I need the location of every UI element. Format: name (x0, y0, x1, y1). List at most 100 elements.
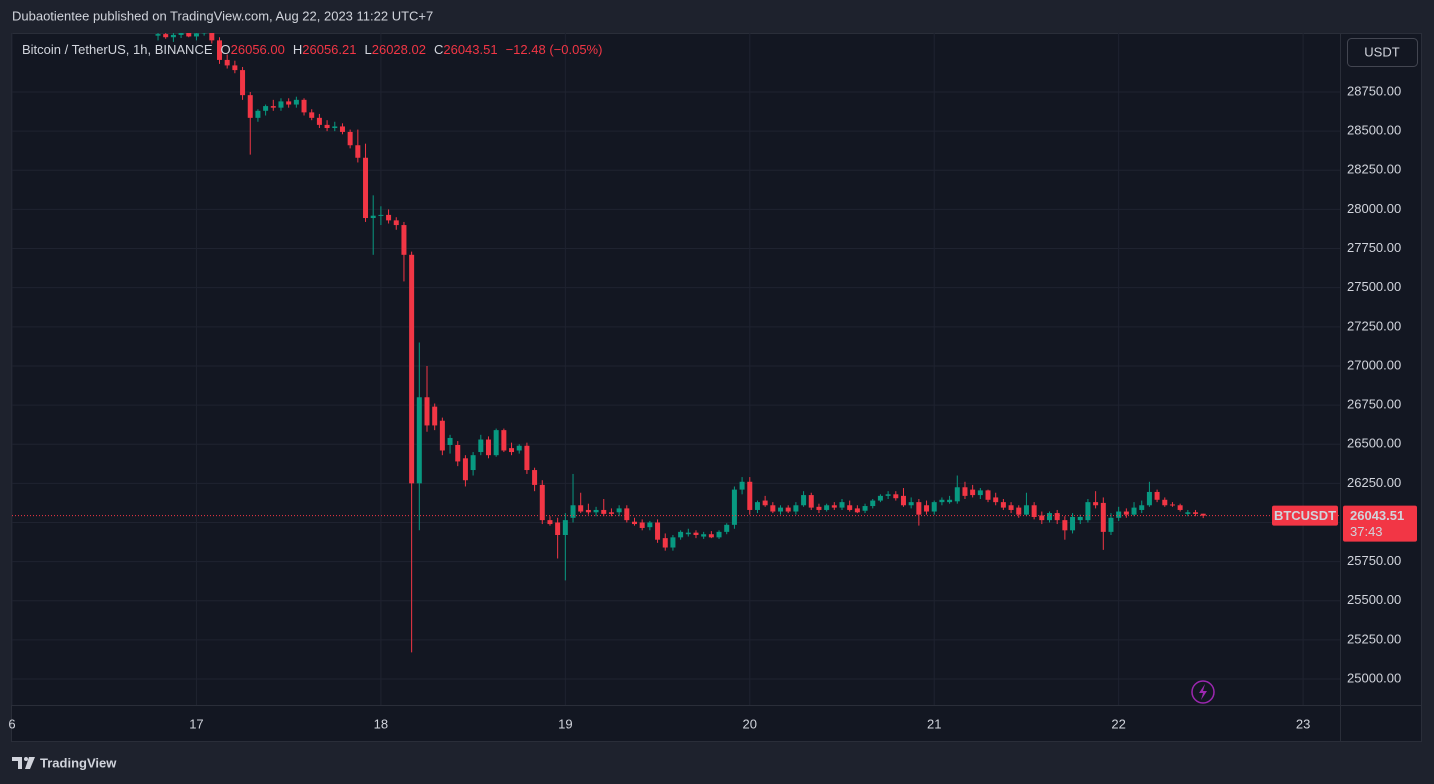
candle-body (193, 33, 199, 37)
candle-body (370, 215, 376, 219)
candle-body (470, 455, 476, 471)
ohlc-value: 26056.00 (231, 42, 285, 57)
candle-body (217, 40, 222, 60)
candle-body (1131, 507, 1137, 515)
ohlc-prefix: O (221, 42, 231, 57)
candle-body (1016, 507, 1022, 515)
grid (11, 33, 1340, 705)
y-tick-label: 25500.00 (1347, 592, 1401, 607)
candle-body (993, 497, 999, 503)
brand-logo (12, 757, 35, 769)
candle-body (240, 70, 246, 96)
candle-body (593, 509, 599, 513)
price-tag (1343, 505, 1417, 542)
y-tick-label: 28750.00 (1347, 83, 1401, 98)
candle-body (286, 101, 292, 105)
candle-body (485, 439, 491, 456)
candle-body (724, 524, 730, 532)
candle-body (355, 145, 361, 158)
currency-button[interactable] (1347, 38, 1418, 67)
candle-body (1177, 505, 1183, 510)
logo-part (12, 757, 22, 769)
candle-body (1139, 505, 1145, 510)
candle-body (255, 110, 261, 118)
candles (155, 33, 1206, 653)
symbol-label: BTCUSDT (1274, 508, 1336, 523)
x-tick-label: 20 (743, 716, 757, 731)
overlay: 25000.0025250.0025500.0025750.0026000.00… (8, 83, 1417, 731)
currency-label[interactable]: USDT (1364, 44, 1399, 59)
candle-body (478, 439, 484, 453)
candle-body (263, 106, 269, 111)
candle-body (1162, 499, 1168, 506)
x-tick-label: 6 (8, 716, 15, 731)
candle-body (378, 214, 384, 216)
candle-body (585, 509, 591, 513)
candle-body (324, 124, 330, 129)
x-tick-label: 17 (189, 716, 203, 731)
candle-body (555, 522, 561, 536)
x-tick-label: 19 (558, 716, 572, 731)
logo-part (25, 757, 35, 769)
symbol-tag (1272, 505, 1338, 526)
candle-body (885, 494, 891, 496)
candle-body (655, 522, 661, 540)
candle-body (977, 490, 983, 496)
ohlc-value: 26056.21 (302, 42, 356, 57)
candle-body (1100, 502, 1106, 532)
y-tick-label: 26500.00 (1347, 436, 1401, 451)
candle-body (931, 502, 937, 512)
legend: Bitcoin / TetherUS, 1h, BINANCE O26056.00… (22, 42, 602, 57)
candle-body (701, 534, 707, 537)
candle-body (900, 495, 906, 506)
candle-body (1077, 517, 1083, 521)
candle-body (424, 397, 430, 426)
y-tick-label: 28500.00 (1347, 123, 1401, 138)
candle-body (1093, 502, 1099, 506)
candle-body (393, 220, 399, 226)
candle-body (1039, 515, 1045, 521)
candle-body (170, 34, 176, 38)
candle-body (1193, 512, 1199, 514)
candle-body (278, 101, 284, 108)
candle-body (1054, 513, 1060, 521)
y-tick-label: 26750.00 (1347, 397, 1401, 412)
candle-body (501, 430, 507, 451)
candle-body (247, 95, 253, 118)
y-tick-label: 27750.00 (1347, 240, 1401, 255)
candle-body (877, 495, 883, 501)
candle-body (854, 508, 860, 513)
candle-body (739, 481, 745, 490)
candle-body (947, 499, 953, 503)
ohlc-prefix: H (293, 42, 302, 57)
candle-body (847, 505, 853, 510)
candle-body (539, 484, 545, 521)
candle-body (670, 537, 676, 548)
candle-body (332, 126, 338, 129)
publish-line: Dubaotientee published on TradingView.co… (12, 8, 433, 23)
candle-body (309, 112, 315, 118)
candle-body (1000, 502, 1006, 508)
candle-body (339, 126, 345, 132)
candle-body (731, 489, 737, 525)
symbol-description: Bitcoin / TetherUS, 1h, BINANCE (22, 42, 213, 57)
candle-body (716, 531, 722, 538)
candle-body (462, 458, 468, 481)
ohlc-value: 26043.51 (443, 42, 497, 57)
candle-body (1085, 502, 1091, 521)
candle-body (1200, 513, 1206, 516)
candle-body (770, 505, 776, 512)
candle-body (455, 444, 461, 462)
alert-icon[interactable] (1191, 680, 1215, 704)
candle-body (601, 509, 607, 514)
candle-body (616, 508, 622, 513)
candle-body (1146, 491, 1152, 506)
candle-body (524, 445, 530, 471)
ohlc-value: 26028.02 (372, 42, 426, 57)
candle-body (1185, 512, 1191, 514)
y-tick-label: 28250.00 (1347, 162, 1401, 177)
candle-body (386, 214, 392, 221)
candle-body (747, 481, 753, 510)
candle-body (824, 505, 830, 510)
